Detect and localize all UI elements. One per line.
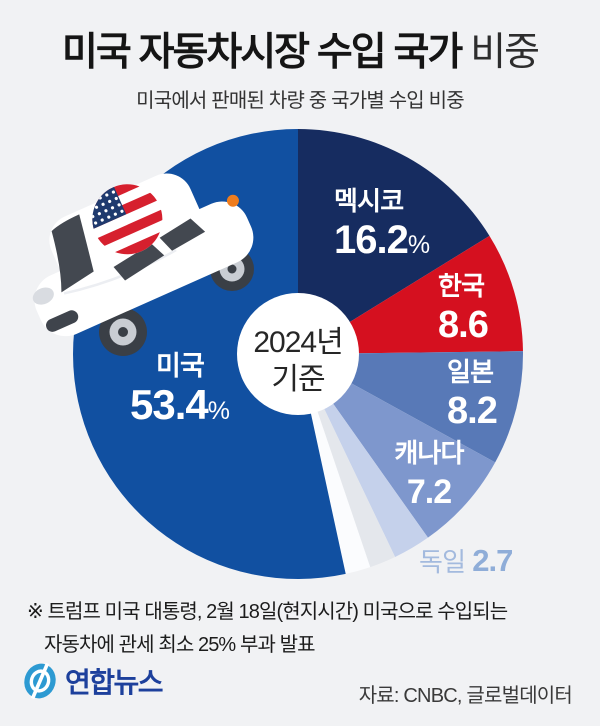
slice-value: 2.7 xyxy=(472,543,513,578)
slice-name: 한국 xyxy=(438,271,485,301)
slice-value: 53.4 xyxy=(130,381,209,428)
pie-slice-일본 xyxy=(298,351,523,463)
front-wheel xyxy=(99,308,147,356)
center-label-line2: 기준 xyxy=(271,363,325,396)
page-subtitle: 미국에서 판매된 차량 중 국가별 수입 비중 xyxy=(136,90,465,112)
percent-sign: % xyxy=(207,397,230,425)
side-window-rear xyxy=(159,218,206,251)
headlight xyxy=(32,287,54,305)
page-title-strong: 미국 자동차시장 수입 국가 xyxy=(62,31,463,74)
yonhap-logo-text: 연합뉴스 xyxy=(65,667,164,698)
slice-name: 일본 xyxy=(447,357,494,387)
slice-value: 16.2 xyxy=(334,218,409,262)
slice-label-usa: 미국 53.4% xyxy=(110,351,250,426)
pie-slice-한국 xyxy=(298,235,523,354)
tail-light xyxy=(226,194,239,207)
car-illustration xyxy=(32,173,254,356)
slice-name: 미국 xyxy=(155,351,205,381)
slice-name: 멕시코 xyxy=(334,186,404,216)
slice-value: 8.2 xyxy=(447,390,498,432)
slice-label-korea: 한국 8.6 xyxy=(438,271,489,346)
slice-name: 독일 xyxy=(419,547,466,577)
slice-label-germany: 독일 2.7 xyxy=(419,540,513,582)
yonhap-logo-icon xyxy=(24,662,56,700)
source-credit: 자료: CNBC, 글로벌데이터 xyxy=(358,685,573,707)
donut-center-circle xyxy=(237,293,359,415)
yonhap-logo: 연합뉴스 xyxy=(20,661,164,701)
chart-center-label: 2024년 기준 xyxy=(226,324,370,398)
slice-name: 캐나다 xyxy=(394,438,464,468)
page-title: 미국 자동차시장 수입 국가 비중 xyxy=(0,21,600,77)
slice-label-canada: 캐나다 7.2 xyxy=(383,438,475,513)
footnote-line1: ※ 트럼프 미국 대통령, 2월 18일(현지시간) 미국으로 수입되는 xyxy=(27,601,508,623)
windshield xyxy=(51,214,94,293)
pie-slice-캐나다 xyxy=(298,354,496,538)
slice-value: 8.6 xyxy=(438,304,489,346)
footnote-line2: 자동차에 관세 최소 25% 부과 발표 xyxy=(44,634,316,656)
percent-sign: % xyxy=(407,231,431,259)
front-grille xyxy=(46,310,79,332)
center-label-line1: 2024년 xyxy=(253,326,343,359)
slice-value: 7.2 xyxy=(406,473,452,511)
slice-label-japan: 일본 8.2 xyxy=(447,357,498,432)
slice-label-mexico: 멕시코 16.2% xyxy=(334,186,430,261)
footnote: ※ 트럼프 미국 대통령, 2월 18일(현지시간) 미국으로 수입되는 자동차… xyxy=(27,596,508,662)
side-window-front xyxy=(113,243,165,281)
pie-slice-멕시코 xyxy=(298,129,490,354)
page-title-light: 비중 xyxy=(470,31,540,74)
